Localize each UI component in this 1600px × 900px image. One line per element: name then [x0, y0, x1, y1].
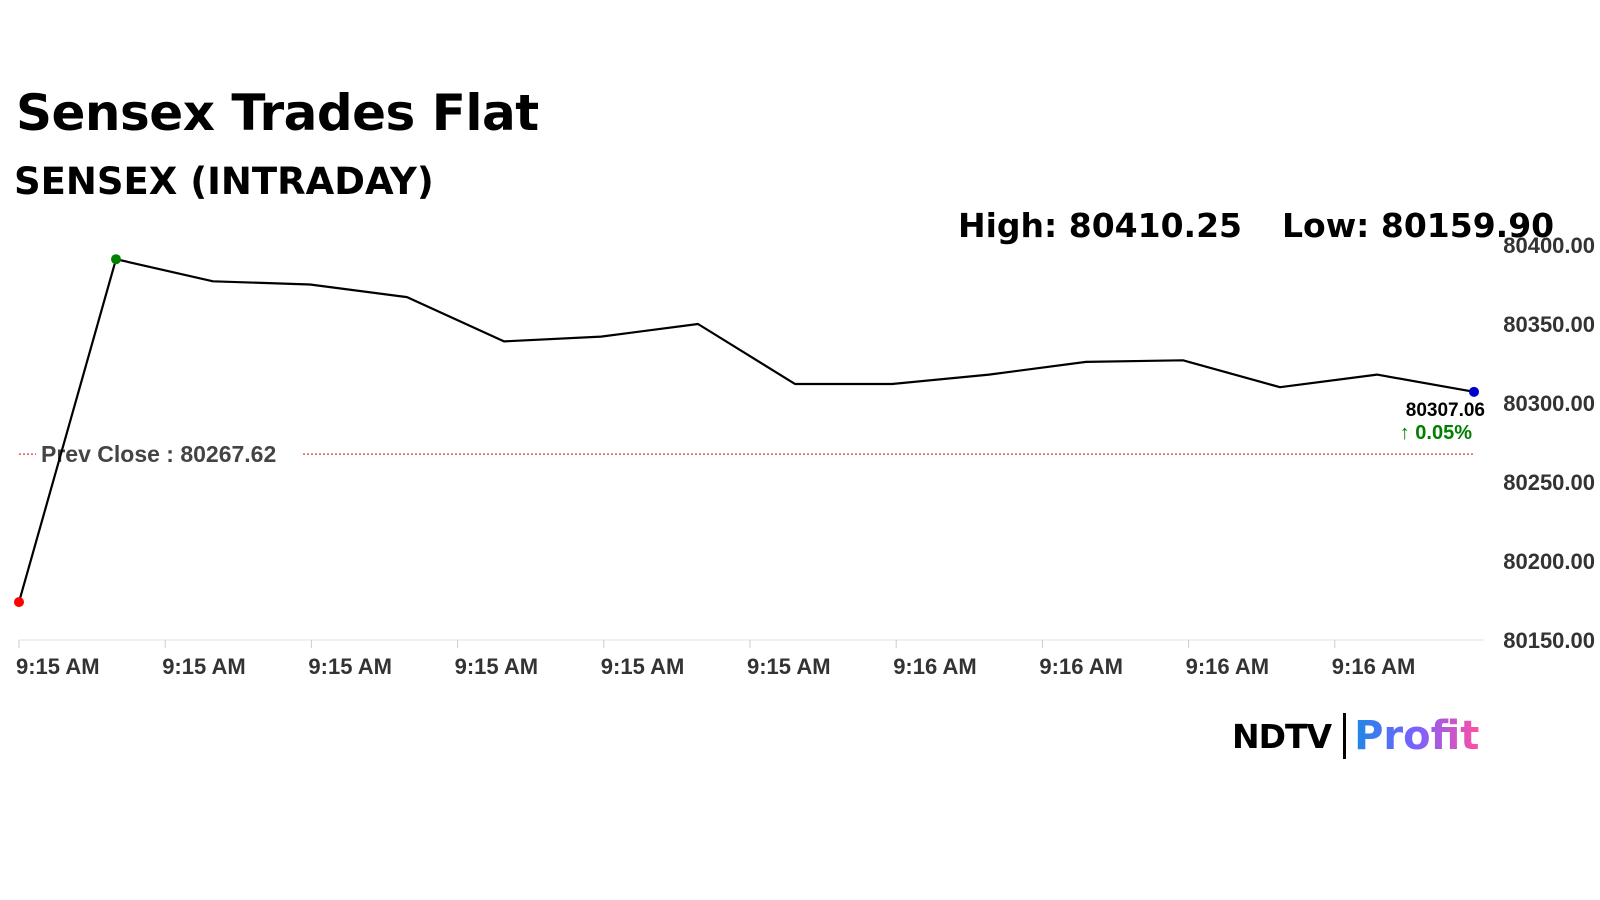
start-point-marker — [14, 597, 24, 608]
x-tick-label: 9:16 AM — [1186, 654, 1270, 679]
y-tick-label: 80200.00 — [1503, 549, 1595, 574]
change-percent-label: ↑ 0.05% — [1400, 422, 1472, 444]
y-tick-label: 80250.00 — [1503, 470, 1595, 495]
ndtv-profit-logo: NDTV Profit — [1232, 712, 1479, 760]
prev-close-label-bg — [36, 438, 302, 469]
x-tick-label: 9:15 AM — [308, 654, 392, 679]
prev-close-label: Prev Close : 80267.62 — [41, 441, 276, 467]
y-tick-label: 80400.00 — [1503, 233, 1595, 258]
ndtv-logo-text: NDTV — [1232, 716, 1332, 756]
x-tick-label: 9:15 AM — [16, 654, 100, 679]
x-tick-label: 9:16 AM — [1332, 654, 1416, 679]
logo-divider — [1343, 713, 1347, 759]
series-line — [17, 258, 1475, 603]
x-tick-label: 9:15 AM — [747, 654, 831, 679]
last-point-marker — [1469, 386, 1479, 397]
profit-logo-text: Profit — [1354, 713, 1480, 759]
last-value-label: 80307.06 — [1406, 400, 1485, 421]
chart-title: Sensex Trades Flat — [16, 84, 539, 142]
y-tick-label: 80300.00 — [1503, 391, 1595, 416]
high-point-marker — [111, 254, 121, 265]
low-value: Low: 80159.90 — [1282, 206, 1555, 245]
high-value: High: 80410.25 — [958, 206, 1242, 245]
x-tick-label: 9:15 AM — [455, 654, 539, 679]
x-tick-label: 9:16 AM — [893, 654, 977, 679]
y-tick-label: 80150.00 — [1503, 628, 1595, 653]
x-tick-label: 9:15 AM — [162, 654, 246, 679]
x-tick-label: 9:15 AM — [601, 654, 685, 679]
x-tick-label: 9:16 AM — [1039, 654, 1123, 679]
chart-subtitle: SENSEX (INTRADAY) — [14, 160, 434, 203]
y-tick-label: 80350.00 — [1503, 312, 1595, 337]
